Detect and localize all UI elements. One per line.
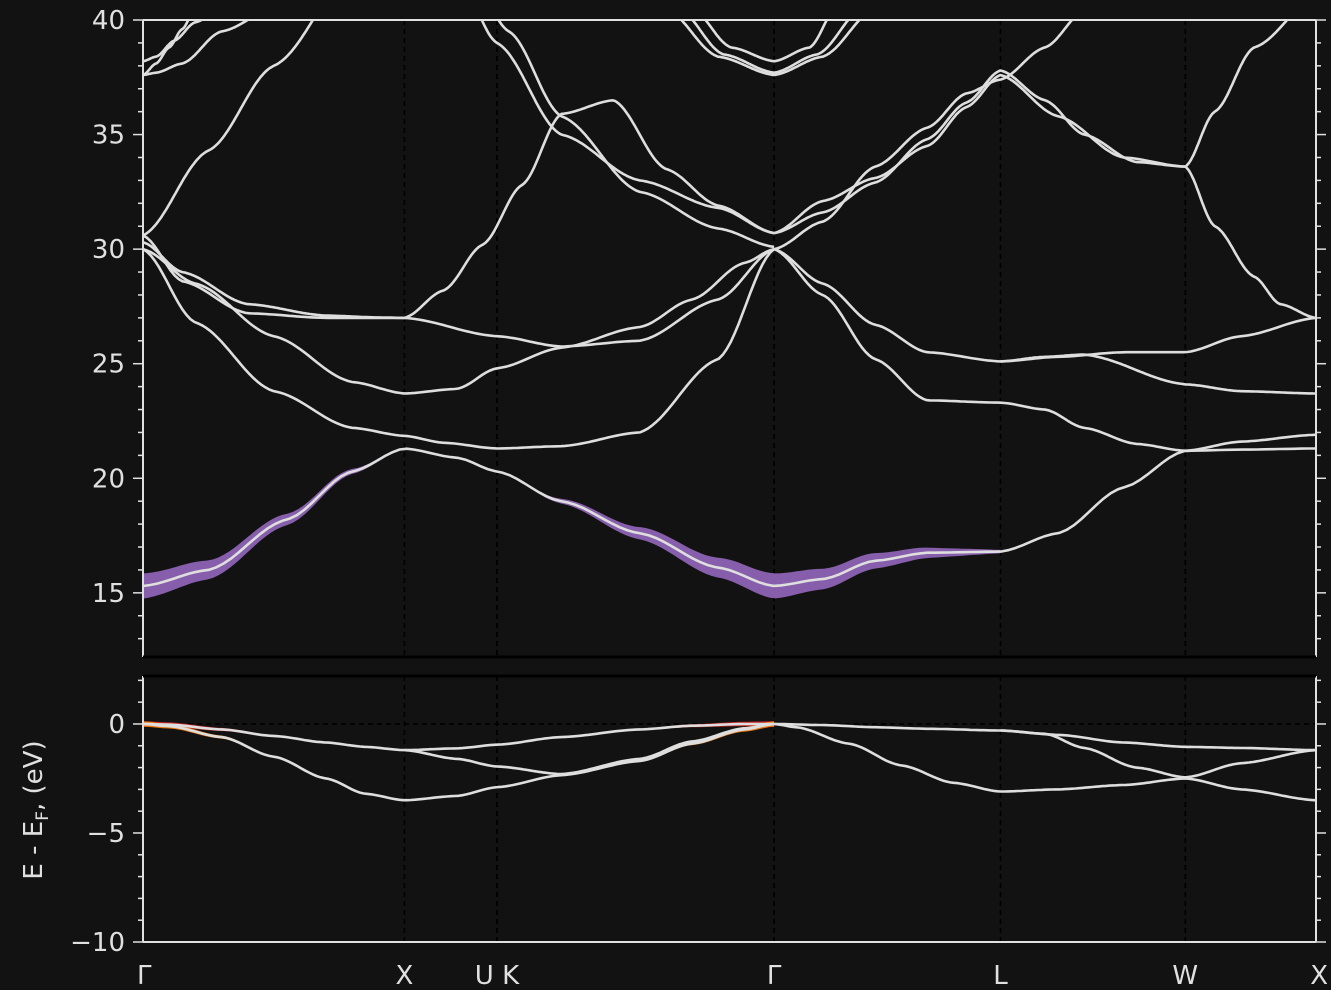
xtick-label-3: Γ	[767, 961, 782, 990]
xtick-label-0: Γ	[137, 961, 152, 990]
ytick-label-lower: −5	[87, 819, 125, 849]
ytick-label-upper: 40	[92, 6, 125, 36]
y-axis-label-suffix: , (eV)	[19, 740, 49, 811]
band-line-18	[773, 73, 1186, 235]
band-line-5	[1000, 729, 1316, 779]
band-line-16	[773, 247, 1316, 453]
ytick-label-lower: −10	[70, 928, 125, 958]
xtick-label-2: U K	[475, 961, 520, 990]
band-line-17	[1000, 353, 1316, 395]
band-line-7	[143, 247, 775, 395]
y-axis-label: E - EF, (eV)	[19, 740, 53, 879]
projection-fill-0	[143, 448, 1001, 599]
band-line-26	[703, 20, 829, 63]
xtick-label-1: X	[396, 961, 414, 990]
y-axis-label-subscript: F	[33, 811, 53, 821]
ytick-label-upper: 20	[92, 464, 125, 494]
band-line-23	[143, 20, 251, 77]
band-line-11	[404, 98, 775, 320]
band-line-13	[480, 20, 775, 235]
band-line-9	[143, 234, 775, 348]
ytick-label-upper: 15	[92, 579, 125, 609]
xtick-label-5: W	[1172, 961, 1198, 990]
band-line-28	[690, 20, 850, 75]
band-line-12	[143, 20, 315, 237]
band-line-24	[143, 20, 190, 77]
band-line-27	[679, 20, 862, 77]
band-line-15	[773, 247, 1316, 363]
band-line-20	[773, 20, 1074, 251]
ytick-label-upper: 30	[92, 235, 125, 265]
band-line-4	[773, 722, 1316, 802]
band-line-6	[143, 447, 1316, 588]
band-line-22	[1184, 165, 1316, 320]
band-line-21	[1184, 20, 1289, 168]
xtick-label-6: X	[1310, 961, 1328, 990]
band-line-14	[497, 20, 775, 249]
ytick-label-upper: 35	[92, 121, 125, 151]
band-line-8	[143, 248, 775, 450]
band-line-2	[404, 722, 775, 776]
ytick-label-upper: 25	[92, 350, 125, 380]
xtick-label-4: L	[993, 961, 1008, 990]
projection-fill-2	[143, 721, 775, 801]
band-line-10	[143, 241, 405, 320]
band-line-0	[143, 722, 775, 752]
ytick-label-lower: 0	[108, 710, 125, 740]
band-line-25	[143, 20, 204, 63]
band-line-1	[143, 722, 775, 802]
y-axis-label-main: E - E	[19, 821, 49, 880]
